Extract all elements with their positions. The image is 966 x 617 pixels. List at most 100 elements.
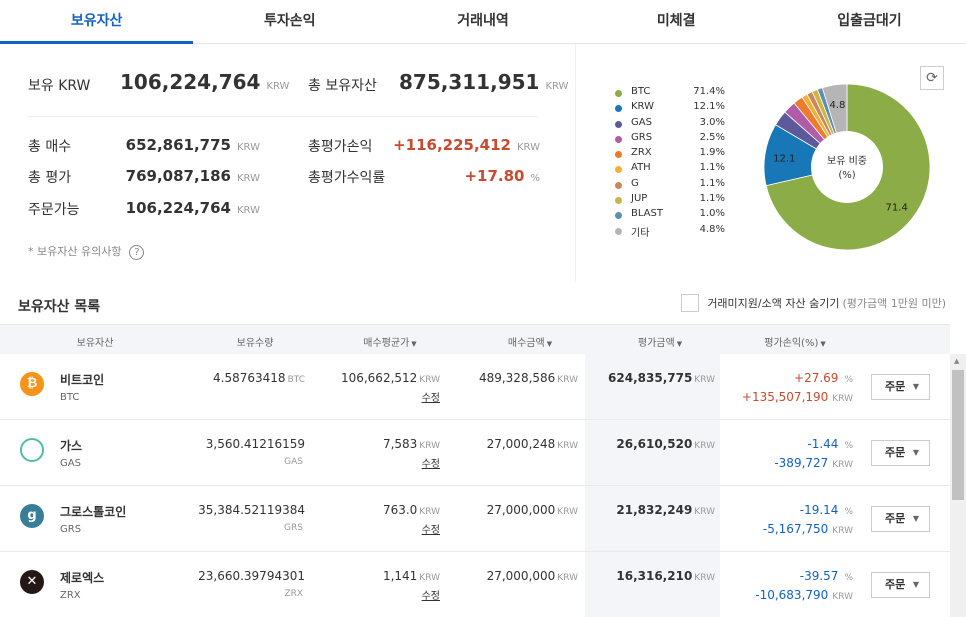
hide-small-hint: (평가금액 1만원 미만) [842,297,946,310]
holdings-pie-chart: 71.4 12.1 4.8 보유 비중 (%) [763,83,931,251]
edit-avg-price-link[interactable]: 수정 [421,525,440,536]
scroll-thumb[interactable] [952,370,964,500]
col-asset: 보유자산 [76,338,114,349]
chevron-down-icon: ▼ [912,580,919,589]
sort-arrow-icon: ▼ [411,340,417,348]
legend-item: G 1.1% [615,178,725,193]
sort-arrow-icon: ▼ [546,340,553,348]
coin-name: 가스 [60,439,83,453]
order-button[interactable]: 주문 ▼ [871,374,930,400]
total-buy-value: 652,861,775 KRW [125,136,260,154]
legend-dot [615,135,622,143]
legend-value: 1.9% [699,147,725,159]
tab-transactions[interactable]: 거래내역 [457,13,509,29]
total-rate-value: +17.80% [464,167,540,185]
legend-value: 1.0% [699,208,725,220]
eval-pl-amount: -389,727 KRW [774,456,853,470]
eval-pl-amount: -10,683,790 KRW [755,588,853,602]
pie-center-text: 보유 비중 [827,155,867,167]
legend-name: BLAST [631,208,663,220]
scroll-up-icon[interactable]: ▲ [954,357,960,365]
pie-center-text: (%) [838,170,855,181]
total-pl-label: 총평가손익 [308,139,373,155]
legend-name: JUP [631,193,648,205]
legend-item: 기타 4.8% [615,224,725,239]
summary-divider [28,116,538,117]
legend-value: 12.1% [693,101,725,113]
table-row[interactable]: ✕ 제로엑스 ZRX 23,660.39794301 ZRX 1,141 KRW … [0,552,950,617]
quantity-unit: GAS [284,457,303,467]
asset-tabs: 보유자산 투자손익 거래내역 미체결 입출금대기 [0,0,966,44]
holdings-table-body: ₿ 비트코인 BTC 4.58763418 BTC 106,662,512 KRW … [0,354,950,617]
legend-value: 1.1% [699,193,725,205]
legend-dot [615,212,622,220]
col-avg-price[interactable]: 매수평균가 ▼ [363,338,417,349]
krw-label: 보유 KRW [28,78,91,94]
legend-name: ATH [631,162,651,174]
coin-icon: ₿ [20,372,44,396]
legend-name: KRW [631,101,654,113]
legend-item: KRW 12.1% [615,101,725,116]
col-buy-amount[interactable]: 매수금액 ▼ [507,338,553,349]
holding-quantity: 4.58763418 BTC [213,371,305,385]
legend-name: ZRX [631,147,652,159]
eval-pl-percent: +27.69% [794,371,853,385]
total-eval-label: 총 평가 [28,170,72,186]
legend-name: BTC [631,86,651,97]
legend-dot [615,105,622,113]
eval-pl-amount: +135,507,190 KRW [741,390,853,404]
refresh-icon[interactable]: ⟳ [920,66,944,90]
table-scrollbar[interactable]: ▲ [950,354,966,617]
tab-holdings[interactable]: 보유자산 [0,0,194,44]
eval-amount: 624,835,775 KRW [608,371,715,385]
tab-profit-loss[interactable]: 투자손익 [264,13,316,29]
buy-amount: 27,000,000 KRW [486,503,578,517]
legend-item: JUP 1.1% [615,193,725,208]
hide-small-assets[interactable]: 거래미지원/소액 자산 숨기기 (평가금액 1만원 미만) [681,294,946,312]
legend-item: GAS 3.0% [615,117,725,132]
buy-amount: 489,328,586 KRW [478,371,578,385]
help-icon[interactable]: ? [129,244,145,260]
edit-avg-price-link[interactable]: 수정 [421,459,440,470]
asset-summary: 보유 KRW 106,224,764 KRW 총 보유자산 875,311,951… [0,44,576,282]
eval-pl-percent: -1.44% [807,437,853,451]
holdings-ratio-panel: BTC 71.4% KRW 12.1% GAS 3.0% GRS 2.5% ZR… [577,44,966,282]
legend-value: 2.5% [699,131,725,143]
edit-avg-price-link[interactable]: 수정 [421,393,440,404]
order-button[interactable]: 주문 ▼ [871,506,930,532]
chevron-down-icon: ▼ [912,514,919,523]
legend-dot [615,227,622,235]
asset-notice: * 보유자산 유의사항? [28,243,145,260]
hide-small-checkbox[interactable] [681,294,700,312]
table-row[interactable]: 가스 GAS 3,560.41216159 GAS 7,583 KRW 수정 27… [0,420,950,486]
holdings-list-header: 보유자산 목록 거래미지원/소액 자산 숨기기 (평가금액 1만원 미만) [0,282,966,324]
pie-slice-label: 4.8 [830,100,846,111]
coin-symbol: GAS [60,458,81,469]
eval-amount: 21,832,249 KRW [616,503,715,517]
avg-buy-price: 106,662,512 KRW [340,371,440,385]
chevron-down-icon: ▼ [912,382,919,391]
legend-item: GRS 2.5% [615,132,725,147]
col-eval-pl[interactable]: 평가손익(%) ▼ [764,338,826,349]
legend-item: BLAST 1.0% [615,208,725,223]
edit-avg-price-link[interactable]: 수정 [421,591,440,602]
hide-small-label: 거래미지원/소액 자산 숨기기 [707,297,840,310]
col-eval-amount[interactable]: 평가금액 ▼ [637,338,683,349]
order-button[interactable]: 주문 ▼ [871,572,930,598]
table-row[interactable]: g 그로스톨코인 GRS 35,384.52119384 GRS 763.0 KR… [0,486,950,552]
tab-pending-transfers[interactable]: 입출금대기 [837,13,902,29]
coin-name: 비트코인 [60,373,105,387]
eval-pl-amount: -5,167,750 KRW [762,522,853,536]
krw-value: 106,224,764 KRW [120,70,290,94]
legend-item: ATH 1.1% [615,162,725,177]
table-row[interactable]: ₿ 비트코인 BTC 4.58763418 BTC 106,662,512 KRW … [0,354,950,420]
tab-open-orders[interactable]: 미체결 [656,13,696,29]
legend-name: GRS [631,131,653,143]
total-buy-label: 총 매수 [28,139,72,155]
order-button[interactable]: 주문 ▼ [871,440,930,466]
legend-dot [615,151,622,159]
sort-arrow-icon: ▼ [676,340,683,348]
coin-icon [20,438,44,462]
legend-item: BTC 71.4% [615,86,725,101]
holding-quantity: 23,660.39794301 [198,569,305,583]
